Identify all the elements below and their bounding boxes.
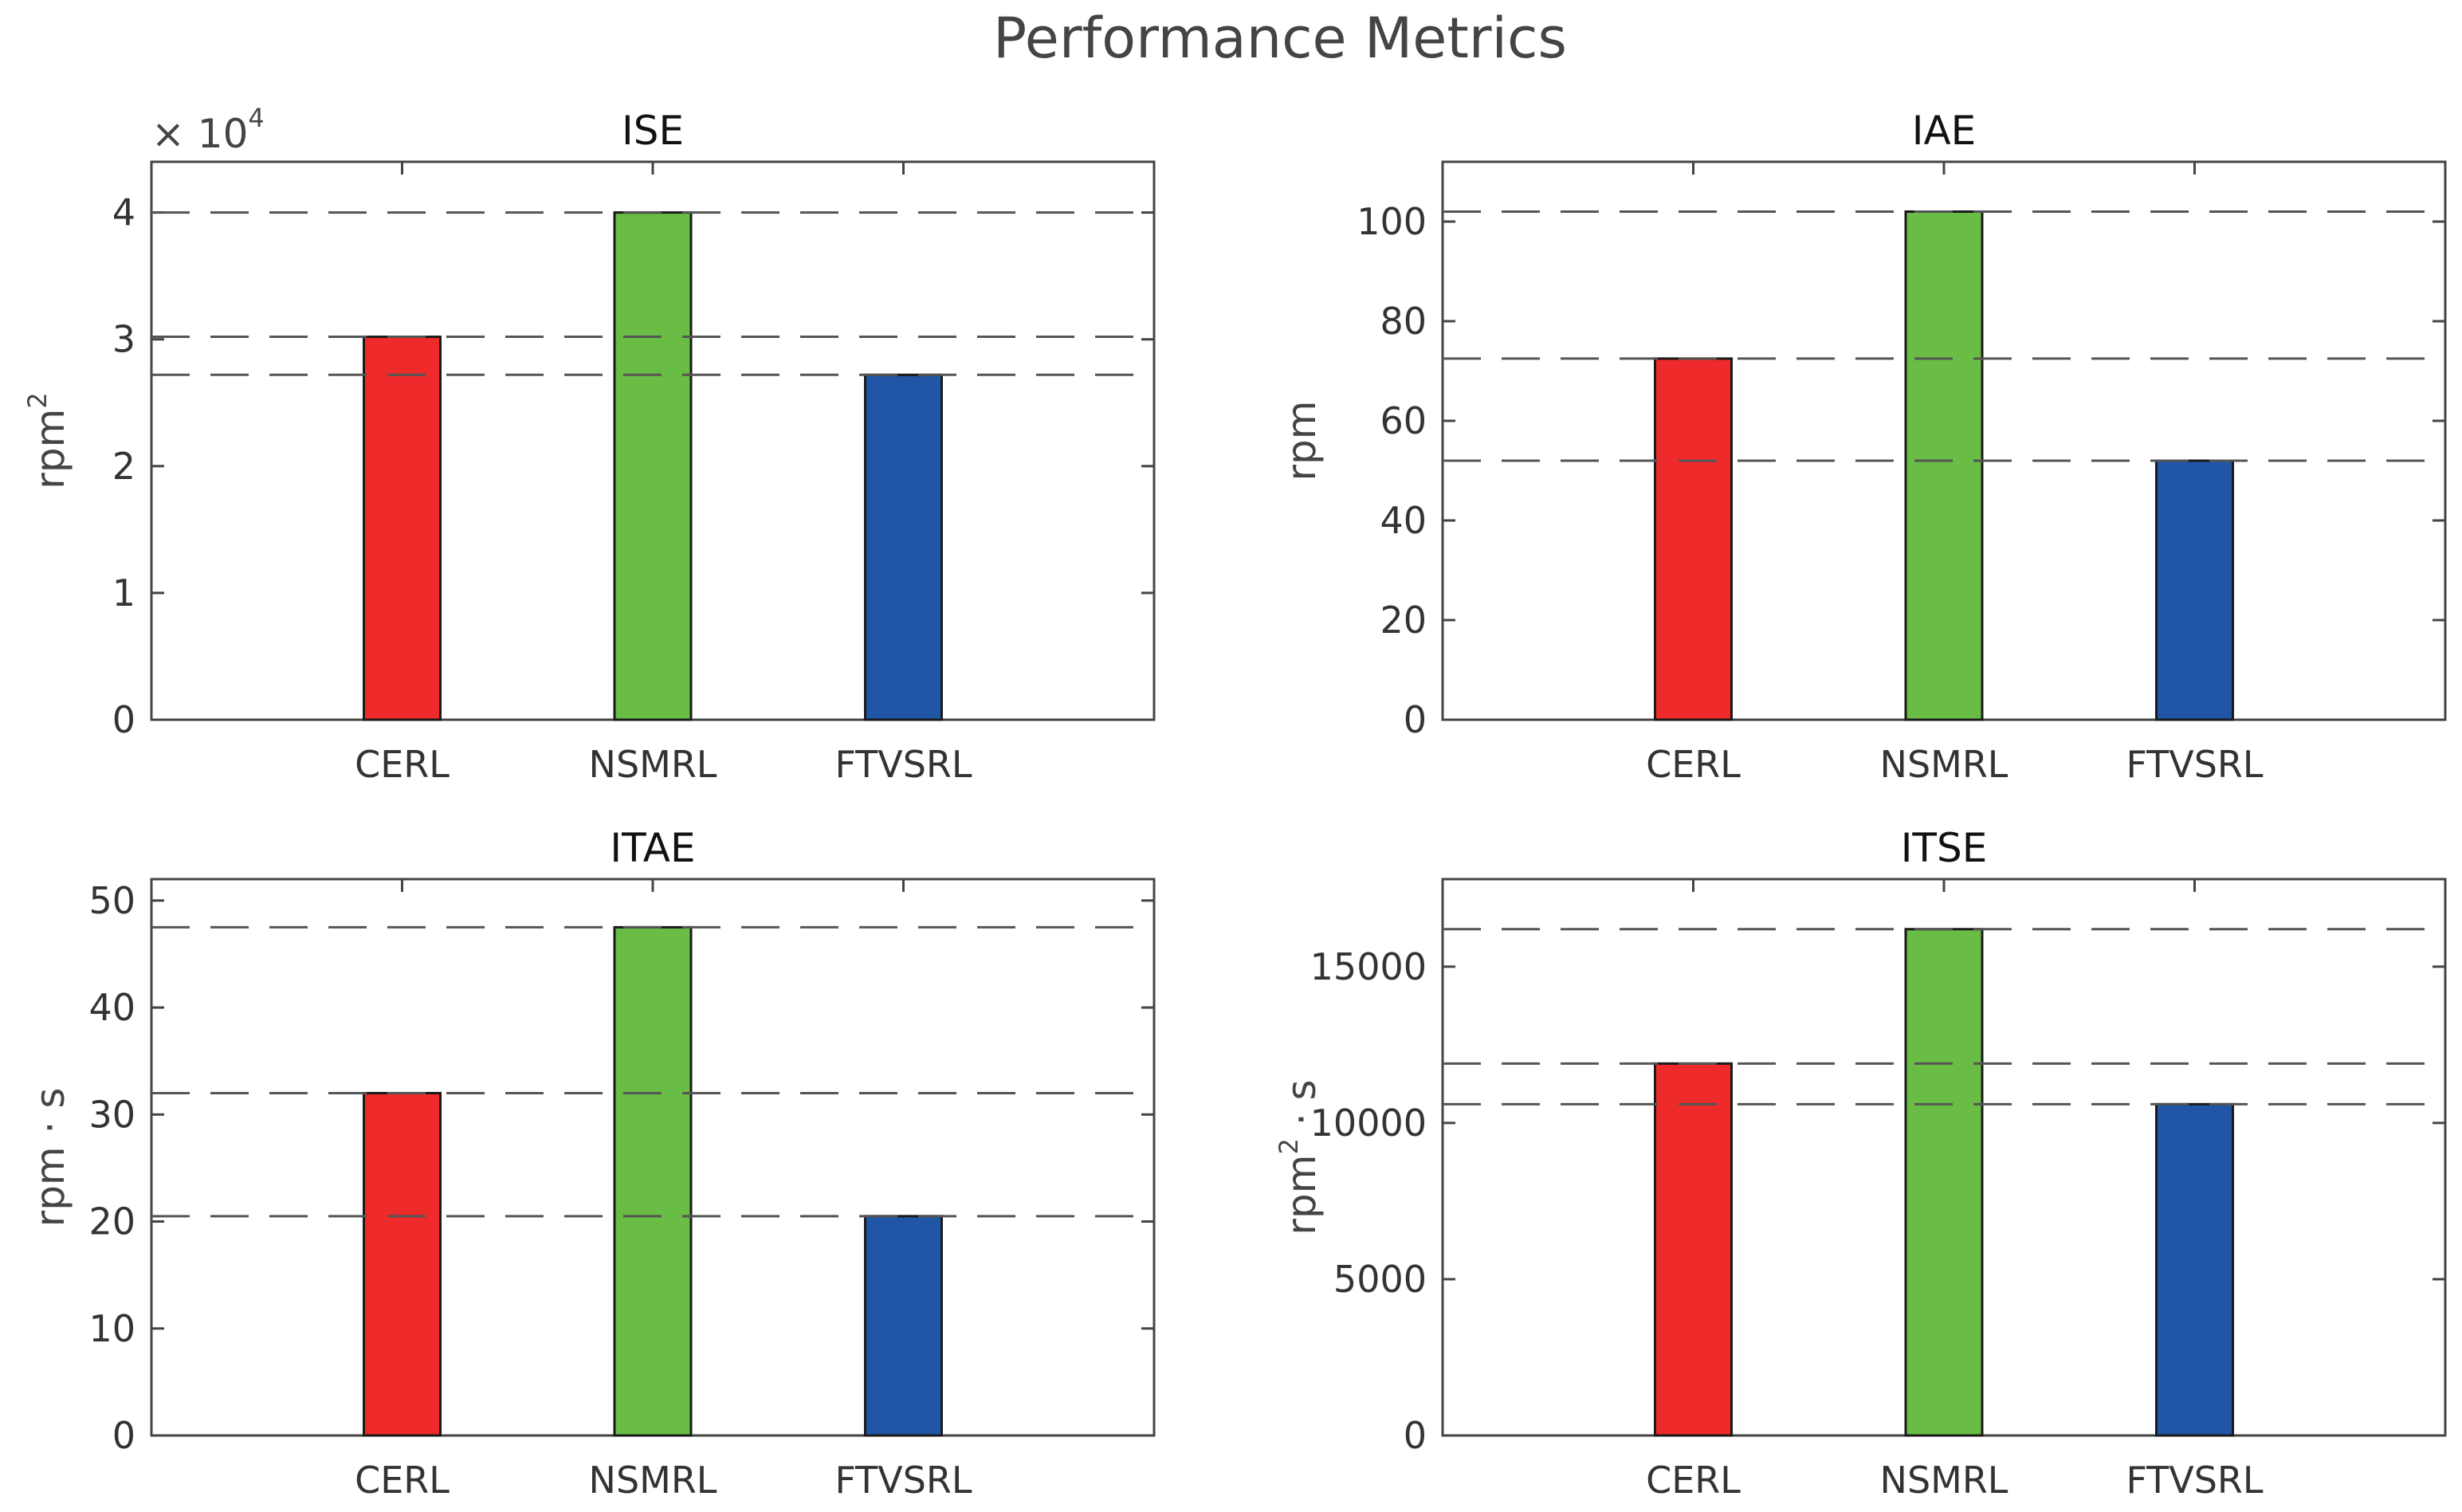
bar-ftvsrl xyxy=(864,1215,943,1437)
y-tick-label: 3 xyxy=(112,318,135,361)
axis-exponent: × 104 xyxy=(151,103,265,157)
y-tick-label: 0 xyxy=(1404,698,1427,741)
x-tick-label: CERL xyxy=(355,743,450,786)
y-axis-label-base: rpm · s xyxy=(27,1088,73,1227)
y-tick-label: 20 xyxy=(88,1200,135,1243)
y-tick-label: 0 xyxy=(1404,1414,1427,1457)
x-tick-label: CERL xyxy=(1646,1459,1741,1502)
axis-exponent-power: 4 xyxy=(248,103,264,133)
subplot-iae: IAE 0 20 40 60 80 100 CERL NSMRL FTVSRL rpm xyxy=(1278,108,2447,786)
x-tick-label: NSMRL xyxy=(589,1459,717,1502)
bar-nsmrl xyxy=(1904,928,1984,1437)
bar-nsmrl xyxy=(1904,210,1984,721)
y-axis-label-base: rpm xyxy=(27,409,73,489)
y-tick-label: 10 xyxy=(88,1307,135,1350)
figure-title: Performance Metrics xyxy=(993,6,1567,71)
y-tick-label: 1 xyxy=(112,571,135,615)
x-tick-label: NSMRL xyxy=(1880,743,2008,786)
y-axis-label-base: rpm xyxy=(1278,400,1325,481)
bar-ftvsrl xyxy=(2155,459,2234,721)
bar-cerl xyxy=(1654,357,1733,721)
bar-nsmrl xyxy=(613,925,693,1437)
y-axis-label-exponent: 2 xyxy=(1274,1138,1304,1154)
y-axis-label: rpm2 · s xyxy=(1274,1079,1325,1235)
bar-ftvsrl xyxy=(864,373,943,721)
y-tick-label: 15000 xyxy=(1310,945,1427,988)
y-tick-label: 0 xyxy=(112,1414,135,1457)
bar-ftvsrl xyxy=(2155,1102,2234,1437)
bar-cerl xyxy=(1654,1062,1733,1437)
subplot-title: ISE xyxy=(622,108,684,154)
y-tick-label: 0 xyxy=(112,698,135,741)
y-axis-label: rpm xyxy=(1278,400,1325,481)
subplot-itse: ITSE 0 5000 10000 15000 CERL NSMRL FTVSRL rpm2 ·… xyxy=(1274,825,2447,1502)
y-tick-label: 40 xyxy=(1380,499,1427,542)
y-tick-label: 5000 xyxy=(1333,1258,1427,1301)
y-tick-label: 20 xyxy=(1380,599,1427,642)
y-tick-label: 100 xyxy=(1357,200,1427,243)
y-axis-label: rpm2 xyxy=(22,392,73,489)
x-tick-label: CERL xyxy=(355,1459,450,1502)
y-axis-label: rpm · s xyxy=(27,1088,73,1227)
bar-cerl xyxy=(363,1091,442,1437)
x-tick-label: NSMRL xyxy=(1880,1459,2008,1502)
y-axis-label-base: rpm xyxy=(1278,1155,1325,1235)
y-axis-label-exponent: 2 xyxy=(22,392,53,408)
y-tick-label: 2 xyxy=(112,445,135,488)
x-tick-label: NSMRL xyxy=(589,743,717,786)
subplot-title: ITAE xyxy=(610,825,695,871)
y-tick-label: 60 xyxy=(1380,399,1427,442)
subplot-title: ITSE xyxy=(1901,825,1988,871)
axis-exponent-base: × 10 xyxy=(151,111,248,157)
y-tick-label: 10000 xyxy=(1310,1102,1427,1145)
subplot-title: IAE xyxy=(1912,108,1977,154)
subplot-itae: ITAE 0 10 20 30 40 50 CERL NSMRL FTVSRL rpm · s xyxy=(27,825,1156,1502)
y-tick-label: 40 xyxy=(88,986,135,1029)
x-tick-label: FTVSRL xyxy=(834,743,972,786)
x-tick-label: FTVSRL xyxy=(834,1459,972,1502)
y-tick-label: 50 xyxy=(88,879,135,922)
x-tick-label: FTVSRL xyxy=(2126,1459,2263,1502)
y-tick-label: 80 xyxy=(1380,300,1427,343)
y-tick-label: 30 xyxy=(88,1093,135,1136)
x-tick-label: CERL xyxy=(1646,743,1741,786)
bar-nsmrl xyxy=(613,211,693,721)
x-tick-label: FTVSRL xyxy=(2126,743,2263,786)
y-tick-label: 4 xyxy=(112,191,135,234)
bar-cerl xyxy=(363,336,442,721)
y-axis-label-suffix: · s xyxy=(1278,1079,1325,1138)
